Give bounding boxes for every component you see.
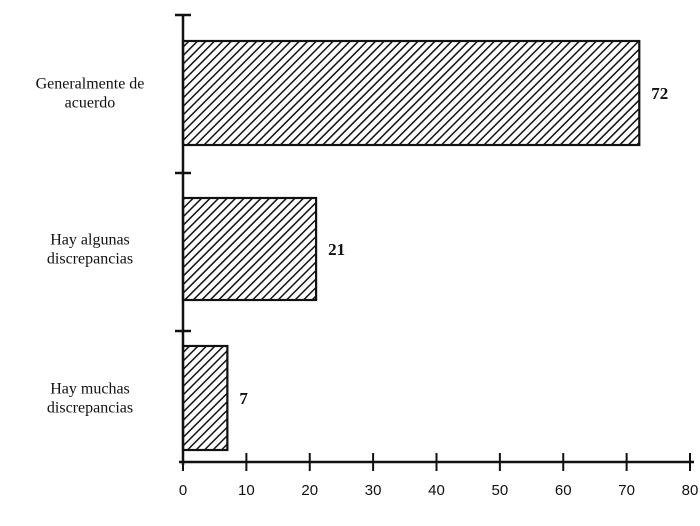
category-label-line: discrepancias <box>47 400 133 417</box>
bars-group <box>181 39 641 452</box>
bar-2 <box>181 196 318 302</box>
category-label-line: acuerdo <box>65 95 116 112</box>
bar-3 <box>181 344 229 452</box>
labels-group: 72 Generalmente de acuerdo 21 Hay algunas dis… <box>36 76 699 500</box>
x-tick-label-1: 0 <box>179 482 187 499</box>
x-tick-label-4: 30 <box>365 482 382 499</box>
category-label-line: discrepancias <box>47 251 133 268</box>
category-label-line: Generalmente de <box>36 76 145 93</box>
category-label-3: Hay muchas discrepancias <box>47 381 133 417</box>
value-label-3: 7 <box>239 389 248 408</box>
x-tick-label-3: 20 <box>301 482 318 499</box>
category-label-1: Generalmente de acuerdo <box>36 76 145 112</box>
category-label-line: Hay algunas <box>50 232 130 249</box>
x-tick-label-8: 70 <box>618 482 635 499</box>
category-label-2: Hay algunas discrepancias <box>47 232 133 268</box>
x-tick-label-5: 40 <box>428 482 445 499</box>
category-label-line: Hay muchas <box>50 381 130 398</box>
axes-group <box>175 13 694 471</box>
x-tick-label-7: 60 <box>555 482 572 499</box>
x-tick-label-2: 10 <box>238 482 255 499</box>
value-label-1: 72 <box>651 84 668 103</box>
bar-1 <box>181 39 641 147</box>
x-tick-label-6: 50 <box>492 482 509 499</box>
x-tick-label-9: 80 <box>682 482 699 499</box>
value-label-2: 21 <box>328 240 345 259</box>
